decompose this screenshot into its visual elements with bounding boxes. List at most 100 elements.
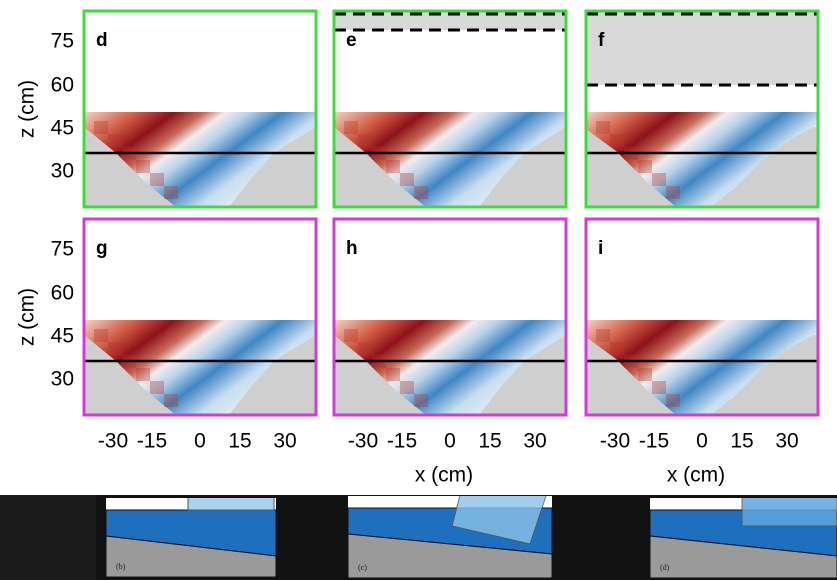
x-tick-label: 30	[775, 430, 798, 453]
panel-body	[586, 11, 818, 207]
heat-step	[596, 329, 610, 342]
heatmap	[84, 320, 316, 415]
heat-step	[400, 381, 414, 394]
block	[741, 498, 837, 527]
lid	[586, 11, 818, 85]
inset: (c)	[348, 496, 552, 578]
heat-step	[136, 160, 150, 173]
y-tick-label: 60	[51, 74, 74, 97]
inset-label: (c)	[358, 563, 367, 572]
heatmap	[84, 112, 316, 207]
x-tick-label: 0	[696, 430, 708, 453]
inset: (d)	[650, 498, 837, 578]
x-tick-label: 0	[444, 430, 456, 453]
panel: f	[584, 9, 820, 209]
heat-step	[150, 173, 164, 186]
heat-step	[150, 381, 164, 394]
panel-frame	[82, 217, 318, 417]
x-tick-label: 0	[194, 430, 206, 453]
panel-label: i	[598, 238, 603, 259]
heat-step	[108, 342, 122, 355]
y-tick-label: 30	[51, 160, 74, 183]
heat-step	[164, 186, 178, 199]
heat-step	[400, 173, 414, 186]
x-tick-label: -30	[600, 430, 630, 453]
heat-step	[386, 368, 400, 381]
x-axis-label: x (cm)	[415, 464, 473, 487]
panel-label: f	[598, 30, 605, 51]
panel-body	[334, 11, 566, 207]
heat-step	[358, 134, 372, 147]
panel: i	[584, 217, 820, 417]
panel: d	[82, 9, 318, 209]
heat-step	[596, 121, 610, 134]
heatmap	[334, 112, 566, 207]
panel-label: d	[96, 30, 108, 51]
panel: h	[332, 217, 568, 417]
x-tick-label: -30	[348, 430, 378, 453]
inset-label: (d)	[660, 563, 670, 572]
heat-step	[94, 329, 108, 342]
bed	[348, 533, 552, 578]
heat-step	[610, 134, 624, 147]
x-tick-label: -15	[137, 430, 167, 453]
heatmap	[334, 320, 566, 415]
inset: (b)	[106, 498, 276, 577]
heat-step	[108, 134, 122, 147]
heatmap	[586, 320, 818, 415]
heat-step	[344, 121, 358, 134]
y-tick-label: 45	[51, 325, 74, 348]
heat-step	[358, 342, 372, 355]
heat-step	[666, 186, 680, 199]
heat-step	[652, 381, 666, 394]
panel-body	[84, 11, 316, 207]
x-tick-label: 30	[273, 430, 296, 453]
heat-step	[414, 394, 428, 407]
panel-frame	[82, 9, 318, 209]
y-axis-label: z (cm)	[16, 288, 39, 346]
x-tick-label: -15	[387, 430, 417, 453]
inset-body: (d)	[650, 498, 837, 578]
x-tick-label: 30	[523, 430, 546, 453]
heat-step	[386, 160, 400, 173]
y-tick-label: 75	[51, 30, 74, 53]
y-tick-label: 30	[51, 368, 74, 391]
panel: e	[332, 9, 568, 209]
y-tick-label: 60	[51, 282, 74, 305]
inset-label: (b)	[116, 562, 126, 571]
inset-body: (c)	[348, 496, 552, 578]
panel-frame	[584, 217, 820, 417]
x-tick-label: 15	[478, 430, 501, 453]
bed	[650, 535, 837, 578]
lid	[334, 11, 566, 30]
panel-body	[586, 219, 818, 415]
x-tick-label: -15	[639, 430, 669, 453]
x-tick-label: 15	[730, 430, 753, 453]
panel: g	[82, 217, 318, 417]
panel-frame	[584, 9, 820, 209]
block	[451, 496, 547, 545]
block	[187, 498, 275, 511]
heat-step	[638, 368, 652, 381]
y-axis-label: z (cm)	[16, 80, 39, 138]
panel-label: e	[346, 30, 357, 51]
heat-step	[414, 186, 428, 199]
panel-frame	[332, 217, 568, 417]
heat-step	[610, 342, 624, 355]
heat-step	[94, 121, 108, 134]
bed	[106, 535, 276, 577]
heat-step	[666, 394, 680, 407]
panel-body	[334, 219, 566, 415]
heat-step	[652, 173, 666, 186]
heat-step	[638, 160, 652, 173]
panel-frame	[332, 9, 568, 209]
heat-step	[136, 368, 150, 381]
heat-step	[344, 329, 358, 342]
y-tick-label: 45	[51, 117, 74, 140]
y-tick-label: 75	[51, 238, 74, 261]
inset-body: (b)	[106, 498, 276, 577]
panel-label: g	[96, 238, 108, 259]
panel-body	[84, 219, 316, 415]
dark-block	[0, 495, 96, 580]
